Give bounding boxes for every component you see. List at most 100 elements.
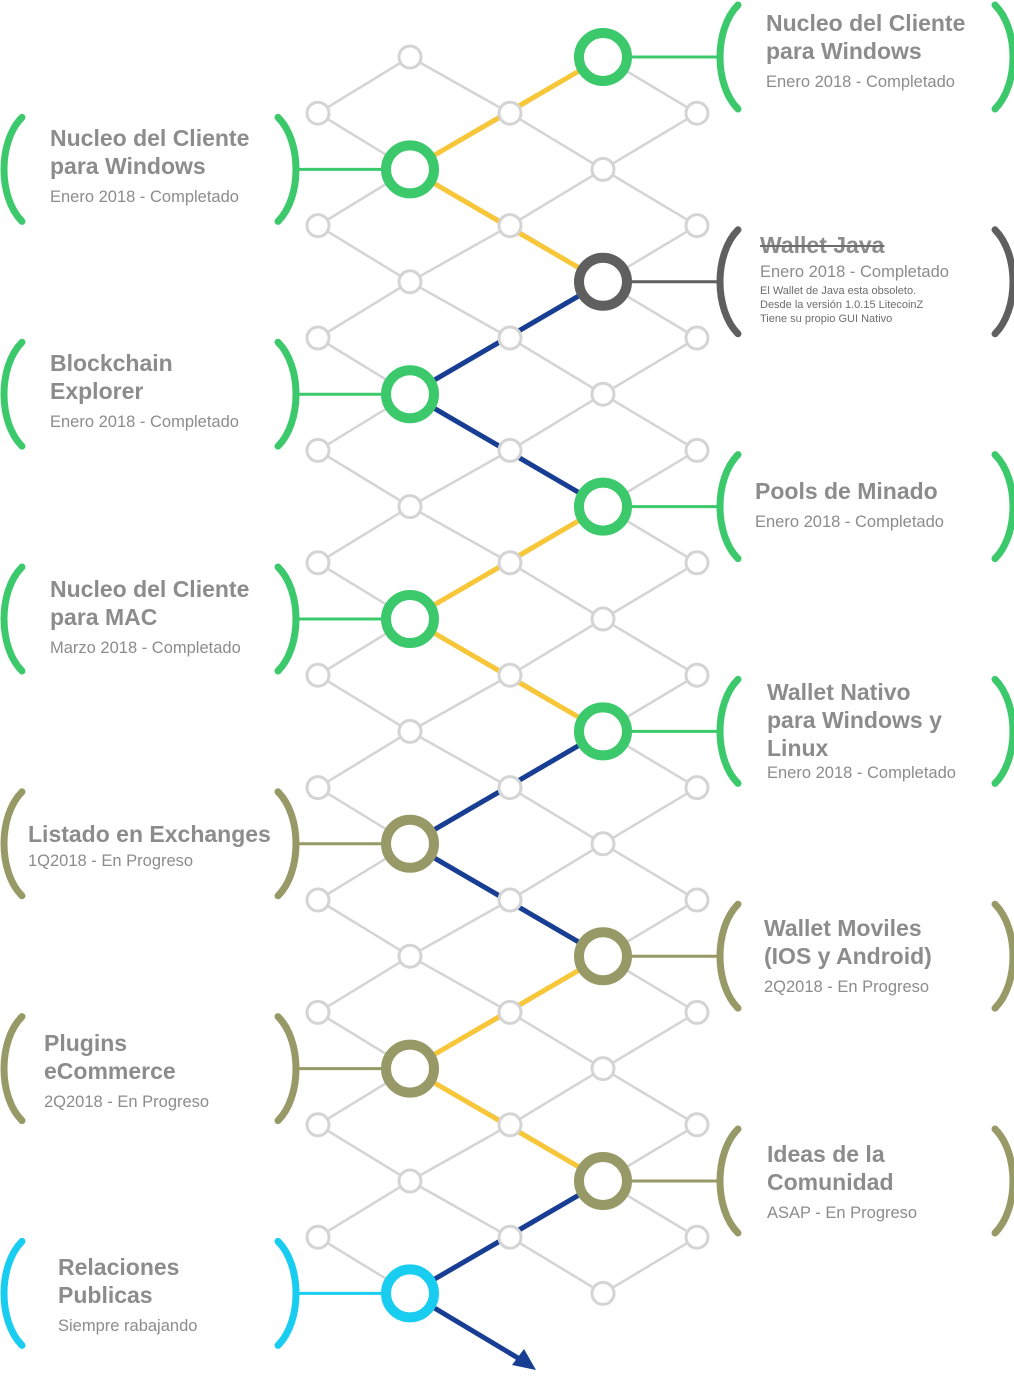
grid-line [317,955,411,1014]
bracket-open [716,675,742,787]
grid-node [590,381,616,407]
bracket-close [274,1237,300,1349]
grid-node [497,213,523,239]
grid-line [409,224,511,283]
grid-node [397,44,423,70]
grid-line [409,280,511,340]
grid-node [497,775,523,801]
milestone-5: Nucleo del Cliente para MAC Marzo 2018 -… [50,575,249,658]
grid-node [684,999,710,1025]
grid-line [509,1011,604,1070]
bracket-close [274,338,300,450]
milestone-node [381,1264,439,1323]
grid-line [409,730,511,789]
milestone-node [381,140,439,199]
milestone-title: Listado en Exchanges [28,821,271,847]
milestone-7: Listado en Exchanges 1Q2018 - En Progres… [28,820,271,871]
grid-line [509,393,604,452]
grid-node [305,100,331,126]
milestone-title: Wallet Nativo para Windows y Linux [767,679,942,761]
milestone-node [574,252,632,311]
milestone-title: Ideas de la Comunidad [767,1141,894,1195]
grid-node [684,325,710,351]
grid-node [684,437,710,463]
arrow-head [512,1349,536,1370]
grid-line [409,1179,511,1239]
grid-line [602,336,698,396]
grid-line [409,55,511,115]
grid-line [317,730,411,789]
grid-node [497,1224,523,1250]
bracket-close [274,1013,300,1125]
grid-line [509,561,604,621]
grid-line [317,280,411,340]
bracket-open [0,338,26,450]
milestone-title: Nucleo del Cliente para Windows [766,10,966,64]
grid-node [590,1056,616,1082]
bracket-close [274,563,300,675]
grid-node [590,606,616,632]
milestone-title: Nucleo del Cliente para MAC [50,576,250,630]
bracket-close [991,675,1014,787]
grid-node [684,887,710,913]
grid-node [497,887,523,913]
grid-node [305,213,331,239]
grid-line [409,674,511,733]
milestone-title: Wallet Java [760,232,885,258]
milestone-date: Enero 2018 - Completado [767,764,956,782]
grid-line [602,112,698,171]
grid-line [509,168,604,227]
milestone-date: Enero 2018 - Completado [766,73,955,91]
bracket-close [991,451,1014,563]
grid-line [509,617,604,677]
grid-line [509,112,604,171]
grid-line [317,898,411,958]
grid-node [497,325,523,351]
grid-node [397,269,423,295]
milestone-node [574,477,632,536]
grid-line [509,336,604,396]
milestone-8: Wallet Moviles (IOS y Android) 2Q2018 - … [764,914,932,997]
milestone-note: El Wallet de Java esta obsoleto. Desde l… [760,285,924,325]
grid-line [317,449,411,508]
grid-line [602,1067,698,1126]
grid-node [397,1168,423,1194]
bracket-open [0,1237,26,1349]
milestone-9: Plugins eCommerce 2Q2018 - En Progreso [44,1029,209,1112]
grid-node [397,943,423,969]
grid-node [305,662,331,688]
grid-node [305,437,331,463]
grid-line [409,505,511,564]
grid-node [590,831,616,857]
milestone-date: Enero 2018 - Completado [755,513,944,531]
bracket-open [0,563,26,675]
milestone-date: 1Q2018 - En Progreso [28,852,194,870]
grid-node [305,775,331,801]
milestone-date: ASAP - En Progreso [767,1204,918,1222]
bracket-open [0,788,26,900]
milestone-2: Wallet Java Enero 2018 - Completado El W… [760,231,949,326]
grid-node [497,100,523,126]
milestone-date: 2Q2018 - En Progreso [764,978,930,996]
grid-node [497,437,523,463]
milestone-node [574,1152,632,1210]
milestone-date: Marzo 2018 - Completado [50,639,241,657]
grid-node [497,662,523,688]
milestone-4: Pools de Minado Enero 2018 - Completado [755,477,944,532]
grid-node [684,775,710,801]
grid-node [497,1112,523,1138]
milestone-0: Nucleo del Cliente para Windows Enero 20… [766,9,965,92]
milestone-11: Relaciones Publicas Siempre rabajando [58,1253,197,1336]
grid-line [409,955,511,1014]
grid-line [602,617,698,677]
bracket-open [0,1013,26,1125]
grid-line [317,505,411,564]
grid-line [602,168,698,227]
grid-node [684,100,710,126]
grid-node [397,718,423,744]
grid-line [509,1236,604,1295]
grid-line [509,842,604,902]
grid-node [305,1112,331,1138]
